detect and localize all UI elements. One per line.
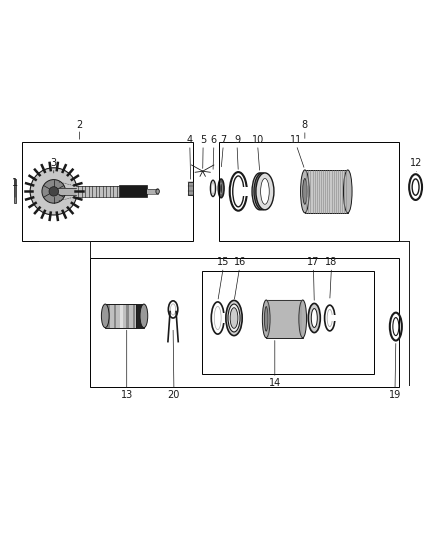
Text: 17: 17 <box>307 257 320 267</box>
Text: 8: 8 <box>302 120 308 130</box>
Ellipse shape <box>265 306 268 331</box>
Bar <box>120 304 123 328</box>
Text: 2: 2 <box>76 120 83 130</box>
Text: 18: 18 <box>325 257 338 267</box>
Bar <box>119 185 147 197</box>
Ellipse shape <box>252 173 268 210</box>
Ellipse shape <box>218 179 224 198</box>
Text: 7: 7 <box>220 135 226 145</box>
Circle shape <box>30 168 78 215</box>
Ellipse shape <box>254 173 271 210</box>
Ellipse shape <box>261 179 269 204</box>
Bar <box>90 258 399 386</box>
Text: 20: 20 <box>168 390 180 400</box>
Circle shape <box>42 180 66 203</box>
Ellipse shape <box>255 179 264 204</box>
Text: 3: 3 <box>51 158 57 167</box>
Text: 15: 15 <box>217 257 230 267</box>
Text: 16: 16 <box>233 257 246 267</box>
Bar <box>266 300 303 338</box>
Text: 14: 14 <box>268 378 281 388</box>
Bar <box>114 304 117 328</box>
Ellipse shape <box>343 170 352 213</box>
Bar <box>305 170 348 213</box>
Text: 9: 9 <box>234 135 240 145</box>
Text: 5: 5 <box>200 135 206 145</box>
Bar <box>14 180 16 204</box>
Circle shape <box>49 187 58 196</box>
Bar <box>305 170 348 213</box>
Text: 11: 11 <box>290 135 302 145</box>
Ellipse shape <box>256 173 274 210</box>
Text: 13: 13 <box>120 390 133 400</box>
Bar <box>127 304 129 328</box>
Ellipse shape <box>262 300 270 338</box>
Ellipse shape <box>311 309 317 327</box>
Ellipse shape <box>140 304 148 328</box>
Bar <box>329 314 336 321</box>
Ellipse shape <box>412 179 419 195</box>
Bar <box>21 142 193 241</box>
Ellipse shape <box>226 301 242 336</box>
Ellipse shape <box>299 300 307 338</box>
Ellipse shape <box>230 308 238 328</box>
Ellipse shape <box>258 179 267 204</box>
Text: 4: 4 <box>187 135 193 145</box>
Ellipse shape <box>233 176 244 207</box>
Bar <box>147 189 158 194</box>
Bar <box>133 304 135 328</box>
Bar <box>136 304 144 328</box>
Bar <box>76 186 119 197</box>
Bar <box>139 304 142 328</box>
Bar <box>216 313 225 323</box>
Text: 1: 1 <box>12 178 18 188</box>
Bar <box>187 182 193 195</box>
Bar <box>105 304 144 328</box>
Bar <box>202 271 374 374</box>
Ellipse shape <box>303 179 307 204</box>
Text: 10: 10 <box>251 135 264 145</box>
Bar <box>237 187 248 196</box>
Text: 19: 19 <box>389 390 401 400</box>
Ellipse shape <box>220 183 223 194</box>
Ellipse shape <box>308 303 320 333</box>
Text: 6: 6 <box>211 135 217 145</box>
Text: 12: 12 <box>410 158 423 168</box>
Ellipse shape <box>393 318 399 336</box>
Ellipse shape <box>228 304 240 332</box>
Bar <box>59 188 76 195</box>
Bar <box>219 142 399 241</box>
Ellipse shape <box>300 170 309 213</box>
Ellipse shape <box>101 304 109 328</box>
Bar <box>105 304 144 328</box>
Ellipse shape <box>156 189 159 194</box>
Bar <box>266 300 303 338</box>
Bar <box>107 304 110 328</box>
